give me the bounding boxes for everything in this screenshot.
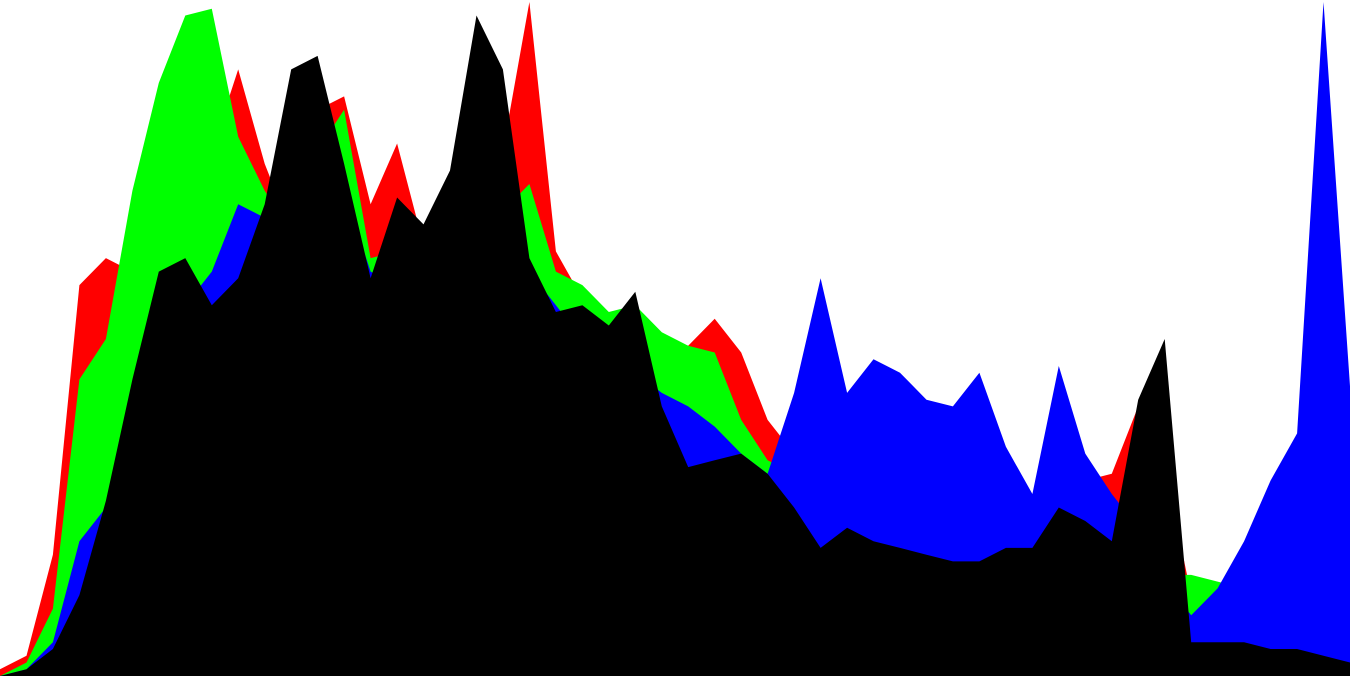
histogram-area-black <box>0 15 1350 676</box>
